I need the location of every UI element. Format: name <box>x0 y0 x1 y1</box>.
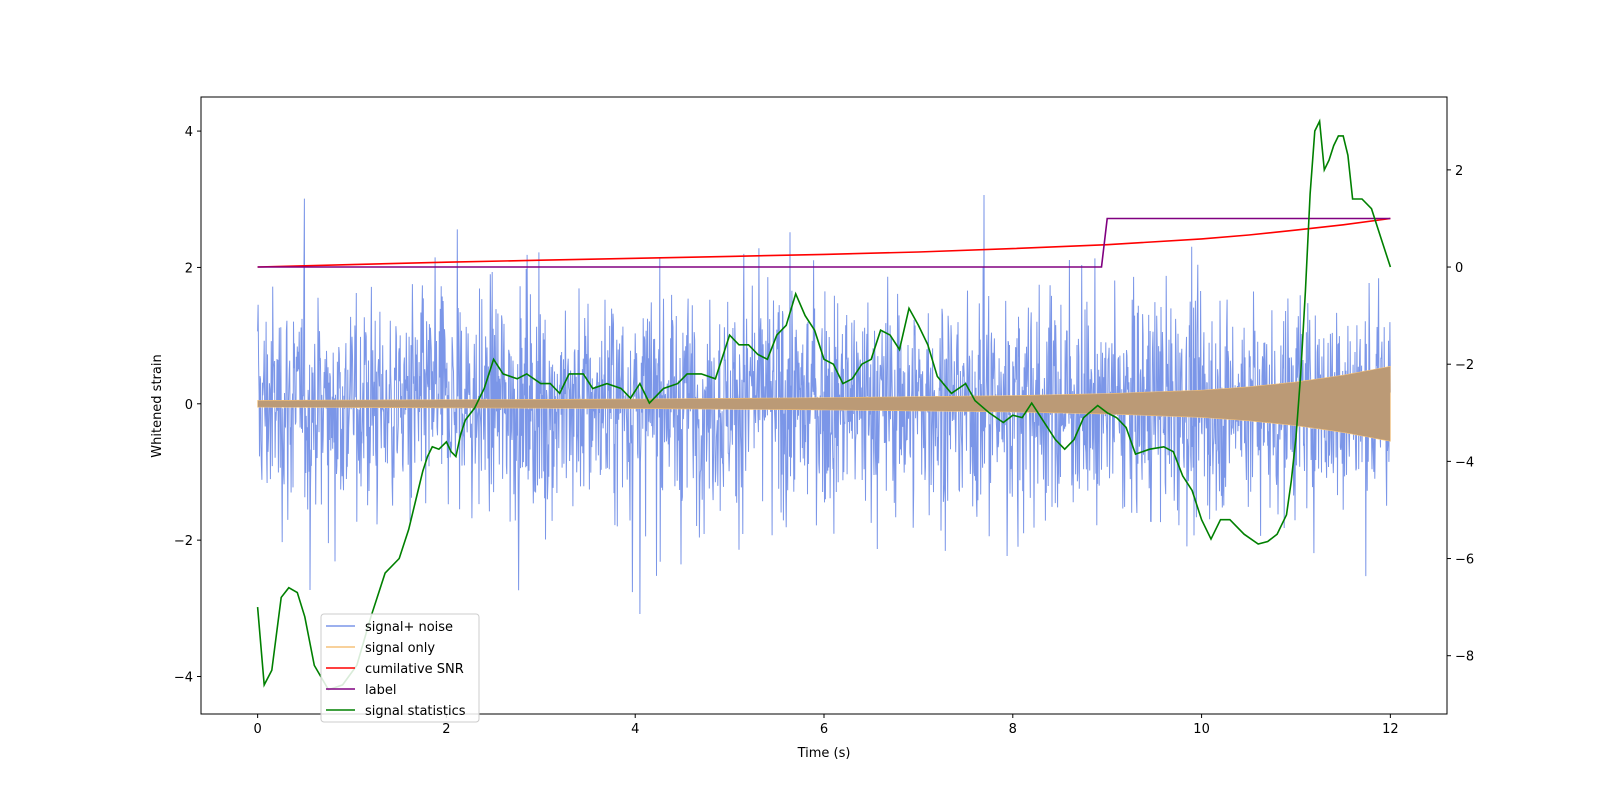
y-tick-label: −4 <box>174 671 193 686</box>
x-tick-label: 12 <box>1382 722 1399 737</box>
y-tick-label: 4 <box>185 125 193 140</box>
y-tick-label: 2 <box>185 261 193 276</box>
y2-tick-label: 2 <box>1455 164 1463 179</box>
y2-tick-label: −6 <box>1455 553 1474 568</box>
legend: signal+ noise signal only cumilative SNR… <box>320 613 480 723</box>
x-axis-label: Time (s) <box>797 746 851 761</box>
x-tick-label: 2 <box>442 722 450 737</box>
legend-label-signal-only: signal only <box>365 641 435 656</box>
y-tick-label: 0 <box>185 398 193 413</box>
signal-statistics-line <box>256 118 1392 691</box>
y2-tick-label: −8 <box>1455 650 1474 665</box>
y-axis-right: −8 −6 −4 −2 0 2 <box>1447 164 1474 665</box>
label-line <box>257 217 1391 268</box>
legend-label-signal-noise: signal+ noise <box>365 620 453 635</box>
legend-box <box>320 613 480 723</box>
y-tick-label: −2 <box>174 534 193 549</box>
legend-item-signal-only: signal only <box>326 641 435 656</box>
y2-tick-label: 0 <box>1455 261 1463 276</box>
x-tick-label: 6 <box>820 722 828 737</box>
signal-only-band <box>257 365 1391 442</box>
y2-tick-label: −4 <box>1455 455 1474 470</box>
legend-item-cumulative-snr: cumilative SNR <box>326 662 464 677</box>
x-axis: 0 2 4 6 8 10 12 <box>253 714 1399 737</box>
legend-label-label: label <box>365 683 396 698</box>
x-tick-label: 10 <box>1193 722 1210 737</box>
legend-item-signal-statistics: signal statistics <box>326 704 466 719</box>
legend-item-label: label <box>326 683 396 698</box>
y-axis-left: −4 −2 0 2 4 <box>174 125 201 686</box>
y-axis-label: Whitened strain <box>150 354 165 457</box>
x-tick-label: 4 <box>631 722 639 737</box>
y2-tick-label: −2 <box>1455 358 1474 373</box>
signal-noise-line <box>257 194 1391 615</box>
legend-item-signal-noise: signal+ noise <box>326 620 453 635</box>
legend-label-signal-statistics: signal statistics <box>365 704 466 719</box>
x-tick-label: 0 <box>253 722 261 737</box>
plot-area <box>256 118 1392 691</box>
x-tick-label: 8 <box>1009 722 1017 737</box>
legend-label-cumulative-snr: cumilative SNR <box>365 662 464 677</box>
cumulative-snr-line <box>257 217 1391 268</box>
